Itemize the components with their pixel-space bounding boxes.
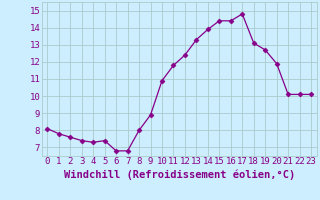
X-axis label: Windchill (Refroidissement éolien,°C): Windchill (Refroidissement éolien,°C)	[64, 169, 295, 180]
